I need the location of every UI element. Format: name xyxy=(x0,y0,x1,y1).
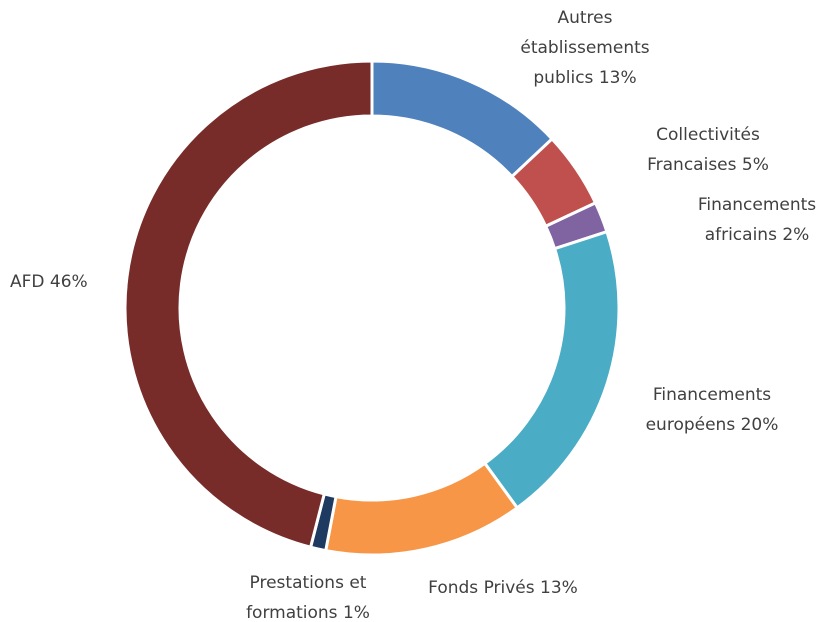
segment-label: Collectivités Francaises 5% xyxy=(633,120,783,180)
segment-label: Prestations et formations 1% xyxy=(233,568,383,622)
donut-segment xyxy=(482,229,621,510)
segment-label: Financements européens 20% xyxy=(627,380,797,440)
value-label: 13% xyxy=(540,578,578,598)
category-name: Financements européens xyxy=(645,385,772,435)
value-label: 20% xyxy=(740,415,779,435)
category-name: Financements africains xyxy=(697,195,817,245)
category-name: AFD xyxy=(10,272,45,292)
segment-label: Autres établissements publics 13% xyxy=(515,3,655,93)
donut-segment xyxy=(323,461,520,557)
category-name: Fonds Privés xyxy=(428,578,535,598)
value-label: 2% xyxy=(782,225,810,245)
category-name: Collectivités Francaises xyxy=(647,125,760,175)
segment-label: Fonds Privés 13% xyxy=(393,573,613,603)
segment-label: Financements africains 2% xyxy=(682,190,827,250)
value-label: 13% xyxy=(598,68,637,88)
value-label: 1% xyxy=(342,603,370,622)
donut-segment xyxy=(123,59,374,550)
value-label: 46% xyxy=(49,272,88,292)
category-name: Prestations et formations xyxy=(246,573,367,622)
segment-label: AFD 46% xyxy=(10,267,130,297)
category-name: Autres établissements publics xyxy=(520,8,650,88)
value-label: 5% xyxy=(741,155,769,175)
